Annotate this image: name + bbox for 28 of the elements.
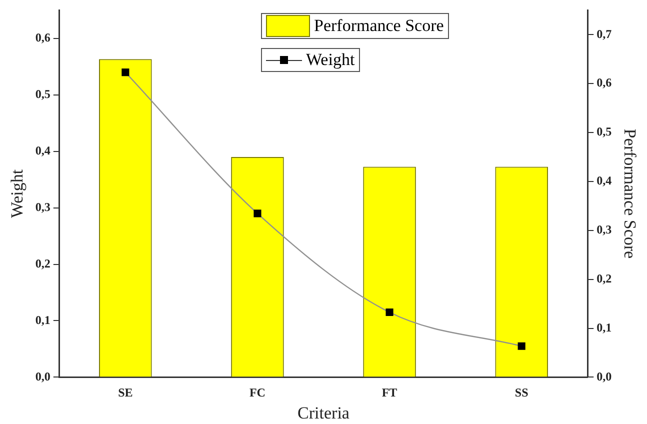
y2-axis-title: Performance Score [620, 128, 640, 259]
y2-tick-label: 0,7 [596, 26, 612, 41]
point [254, 210, 262, 218]
x-tick-label: SS [514, 385, 529, 400]
y2-tick-label: 0,4 [596, 174, 612, 188]
legend-label: Weight [306, 50, 355, 70]
y2-tick-label: 0,3 [596, 222, 612, 236]
y-tick-label: 0,3 [35, 200, 50, 214]
y2-tick-label: 0,5 [596, 124, 612, 139]
y-tick-label: 0,0 [35, 369, 50, 384]
legend-label: Performance Score [314, 16, 444, 36]
y-axis-title: Weight [8, 169, 27, 218]
point [122, 68, 130, 76]
y-tick-label: 0,6 [35, 30, 50, 45]
y2-tick-label: 0,1 [596, 320, 612, 334]
x-tick-label: SE [118, 385, 133, 400]
point [386, 308, 394, 316]
y2-tick-label: 0,2 [596, 271, 612, 286]
y2-tick-label: 0,0 [596, 369, 612, 384]
point [518, 342, 526, 350]
x-tick-label: FC [249, 385, 266, 400]
y-tick-label: 0,5 [35, 86, 50, 101]
y2-tick-label: 0,6 [596, 76, 612, 90]
y-tick-label: 0,4 [35, 143, 50, 158]
y-tick-label: 0,1 [35, 312, 50, 327]
x-axis-title: Criteria [298, 403, 350, 422]
y-tick-label: 0,2 [35, 256, 50, 270]
x-tick-label: FT [382, 385, 398, 400]
